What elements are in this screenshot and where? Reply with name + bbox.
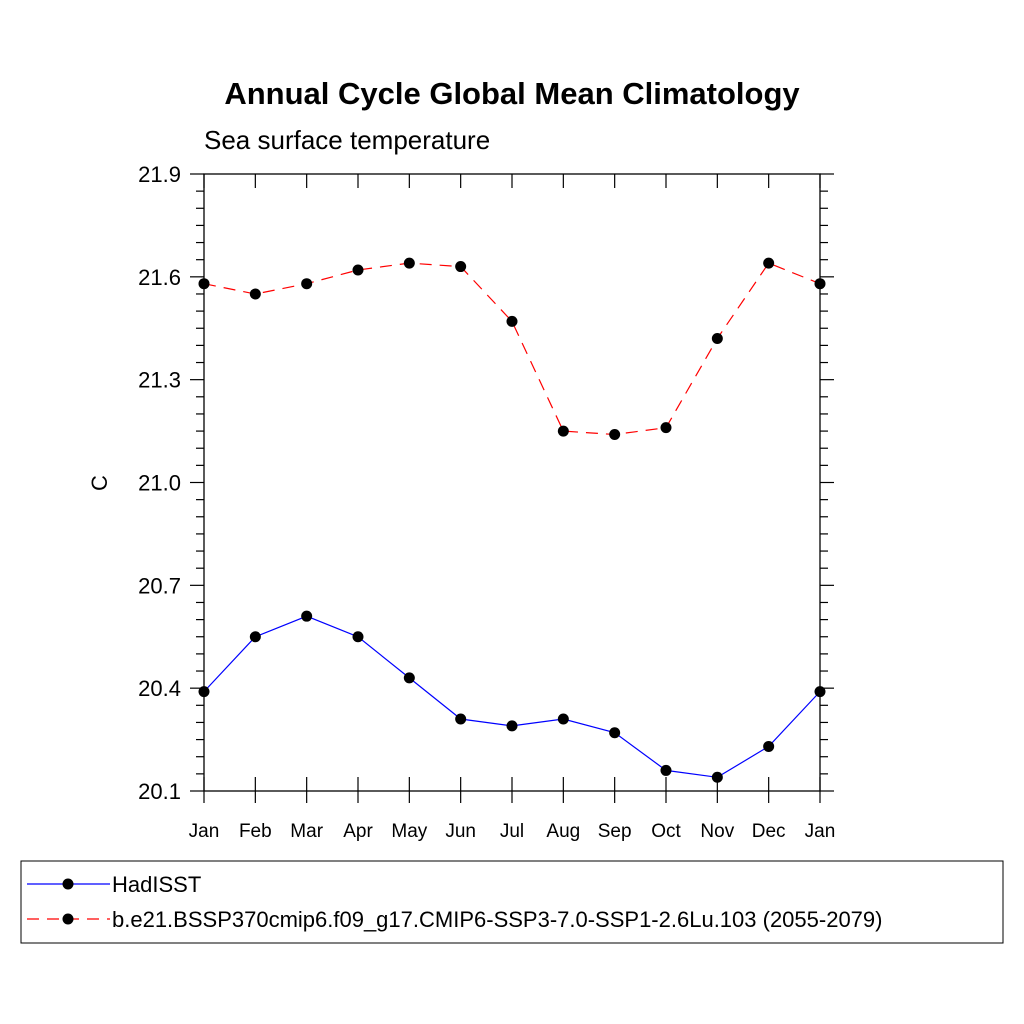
series-0-point (609, 727, 621, 739)
series-1-point (711, 333, 723, 345)
series-0-point (352, 631, 364, 643)
series-1-point (301, 278, 313, 290)
legend-marker-hadisst (62, 878, 74, 890)
series-1-point (352, 264, 364, 276)
series-1-point (249, 288, 261, 300)
series-1-point (506, 315, 518, 327)
series-1-point (557, 425, 569, 437)
series-1-point (660, 422, 672, 434)
x-tick-label: Dec (752, 821, 786, 842)
series-0-point (301, 610, 313, 622)
y-tick-label: 21.0 (138, 471, 181, 496)
x-tick-label: Aug (546, 821, 580, 842)
y-tick-label: 21.3 (138, 368, 181, 393)
x-tick-label: Sep (598, 821, 632, 842)
chart-subtitle: Sea surface temperature (204, 125, 490, 155)
x-tick-label: Jan (189, 821, 220, 842)
legend-label-hadisst: HadISST (112, 872, 201, 897)
x-tick-label: May (391, 821, 427, 842)
x-tick-label: Mar (290, 821, 323, 842)
series-0-point (763, 740, 775, 752)
x-tick-label: Jul (500, 821, 524, 842)
x-tick-label: Oct (651, 821, 681, 842)
y-axis-label: C (87, 475, 112, 491)
y-tick-label: 21.6 (138, 265, 181, 290)
legend-label-model: b.e21.BSSP370cmip6.f09_g17.CMIP6-SSP3-7.… (112, 907, 882, 932)
legend-box (20, 860, 1004, 944)
legend: HadISST b.e21.BSSP370cmip6.f09_g17.CMIP6… (20, 860, 1004, 944)
legend-marker-model (62, 913, 74, 925)
series-0-point (506, 720, 518, 732)
series-1-point (455, 261, 467, 273)
series-0-point (660, 764, 672, 776)
series-1-point (609, 429, 621, 441)
y-tick-labels: 21.9 21.6 21.3 21.0 20.7 20.4 20.1 (138, 162, 181, 804)
y-tick-label: 21.9 (138, 162, 181, 187)
series-0-point (249, 631, 261, 643)
series-0-point (403, 672, 415, 684)
y-tick-label: 20.7 (138, 573, 181, 598)
y-tick-label: 20.1 (138, 779, 181, 804)
x-tick-label: Nov (700, 821, 734, 842)
series-0-point (711, 771, 723, 783)
series-1-point (763, 257, 775, 269)
plot-frame (203, 173, 821, 792)
x-tick-label: Feb (239, 821, 272, 842)
x-tick-label: Jan (805, 821, 836, 842)
chart-title: Annual Cycle Global Mean Climatology (224, 76, 800, 111)
series-0-point (557, 713, 569, 725)
x-tick-labels: Jan Feb Mar Apr May Jun Jul Aug Sep Oct Nov Dec Jan (189, 821, 836, 842)
series-0-point (455, 713, 467, 725)
x-tick-label: Apr (343, 821, 373, 842)
y-tick-label: 20.4 (138, 676, 181, 701)
series-1-point (403, 257, 415, 269)
x-tick-label: Jun (445, 821, 476, 842)
